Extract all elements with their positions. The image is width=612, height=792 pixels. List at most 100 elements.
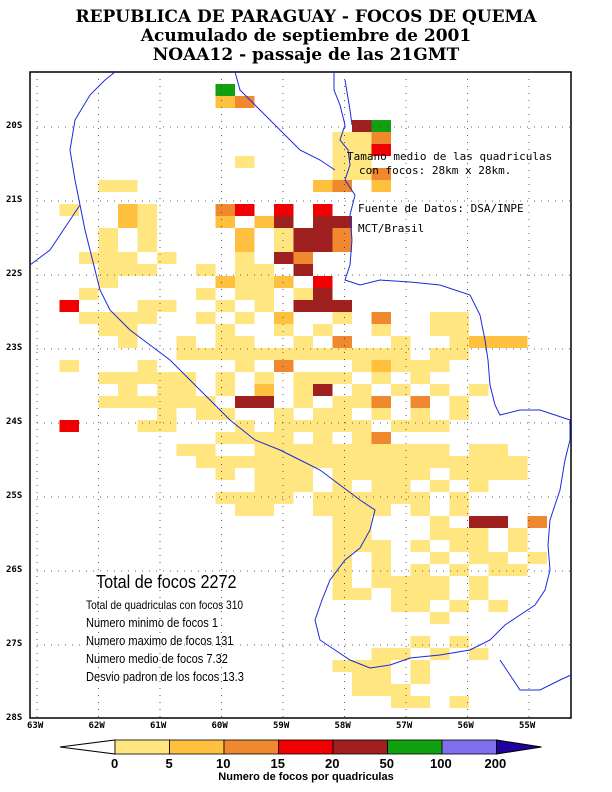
- longitude-label: 59W: [273, 721, 290, 731]
- fire-cell: [293, 300, 313, 312]
- fire-cell: [254, 492, 274, 504]
- fire-cell: [352, 528, 372, 540]
- fire-cell: [215, 432, 235, 444]
- fire-cell: [371, 324, 391, 336]
- fire-cell: [235, 264, 255, 276]
- source-note-2: MCT/Brasil: [358, 222, 425, 235]
- fire-cell: [176, 336, 196, 348]
- fire-cell: [274, 468, 294, 480]
- fire-cell: [293, 240, 313, 252]
- fire-cell: [371, 180, 391, 192]
- longitude-label: 61W: [150, 721, 167, 731]
- fire-cell: [449, 540, 469, 552]
- fire-cell: [293, 288, 313, 300]
- fire-cell: [176, 348, 196, 360]
- colorbar-high-arrow: [496, 739, 542, 755]
- fire-cell: [332, 540, 352, 552]
- map-title-line-3: NOAA12 - passaje de las 21GMT: [152, 45, 460, 65]
- fire-cell: [352, 168, 372, 180]
- fire-cell: [215, 276, 235, 288]
- colorbar-tick-label: 10: [216, 756, 231, 771]
- fire-cell: [449, 600, 469, 612]
- fire-cell: [371, 348, 391, 360]
- fire-cell: [98, 240, 118, 252]
- colorbar-segment: [387, 739, 443, 755]
- fire-cell: [274, 216, 294, 228]
- fire-cell: [313, 276, 333, 288]
- fire-cell: [508, 336, 528, 348]
- colorbar-tick-label: 5: [165, 756, 173, 771]
- fire-cell: [118, 216, 138, 228]
- fire-cell: [410, 588, 430, 600]
- fire-cell: [215, 408, 235, 420]
- fire-cell: [196, 408, 216, 420]
- fire-cell: [488, 552, 508, 564]
- fire-cell: [449, 528, 469, 540]
- fire-cell: [449, 504, 469, 516]
- fire-cell: [313, 420, 333, 432]
- fire-cell: [59, 420, 79, 432]
- fire-cell: [371, 120, 391, 132]
- fire-cell: [352, 120, 372, 132]
- fire-cell: [313, 180, 333, 192]
- stat-min: Numero minimo de focos 1: [86, 615, 219, 630]
- latitude-label: 21S: [6, 195, 23, 205]
- fire-cell: [352, 348, 372, 360]
- fire-cell: [157, 408, 177, 420]
- fire-cell: [274, 420, 294, 432]
- fire-cell: [488, 468, 508, 480]
- fire-cell: [488, 600, 508, 612]
- fire-cell: [235, 336, 255, 348]
- latitude-label: 27S: [6, 639, 23, 649]
- fire-cell: [371, 480, 391, 492]
- fire-cell: [352, 540, 372, 552]
- fire-cell: [391, 696, 411, 708]
- fire-cell: [235, 456, 255, 468]
- fire-cell: [391, 480, 411, 492]
- fire-cell: [449, 456, 469, 468]
- fire-cell: [391, 492, 411, 504]
- longitude-label: 63W: [27, 721, 44, 731]
- fire-cell: [430, 324, 450, 336]
- fire-cell: [235, 276, 255, 288]
- fire-cell: [332, 348, 352, 360]
- fire-cell: [469, 540, 489, 552]
- fire-cell: [274, 312, 294, 324]
- fire-cell: [430, 612, 450, 624]
- fire-cell: [137, 240, 157, 252]
- fire-cell: [215, 96, 235, 108]
- river-line: [234, 71, 336, 171]
- fire-cell: [391, 576, 411, 588]
- fire-cell: [196, 312, 216, 324]
- fire-cell: [137, 300, 157, 312]
- fire-cell: [410, 372, 430, 384]
- fire-cell: [137, 216, 157, 228]
- fire-cell: [313, 216, 333, 228]
- fire-cell: [430, 444, 450, 456]
- fire-cell: [118, 252, 138, 264]
- fire-cell: [235, 492, 255, 504]
- longitude-label: 57W: [396, 721, 413, 731]
- fire-cell: [215, 348, 235, 360]
- fire-cell: [449, 636, 469, 648]
- fire-cell: [254, 300, 274, 312]
- fire-cell: [391, 684, 411, 696]
- fire-cell: [196, 348, 216, 360]
- fire-cell: [157, 420, 177, 432]
- fire-cell: [254, 288, 274, 300]
- fire-cell: [118, 336, 138, 348]
- fire-cell: [313, 432, 333, 444]
- fire-cell: [274, 276, 294, 288]
- fire-cell: [235, 504, 255, 516]
- fire-cell: [332, 336, 352, 348]
- colorbar-segment: [441, 739, 497, 755]
- fire-cell: [488, 444, 508, 456]
- fire-cell: [118, 372, 138, 384]
- fire-cell: [274, 324, 294, 336]
- fire-cell: [469, 336, 489, 348]
- fire-cell: [137, 264, 157, 276]
- latitude-label: 25S: [6, 491, 23, 501]
- fire-cell: [371, 492, 391, 504]
- fire-cell: [215, 216, 235, 228]
- fire-cell: [469, 480, 489, 492]
